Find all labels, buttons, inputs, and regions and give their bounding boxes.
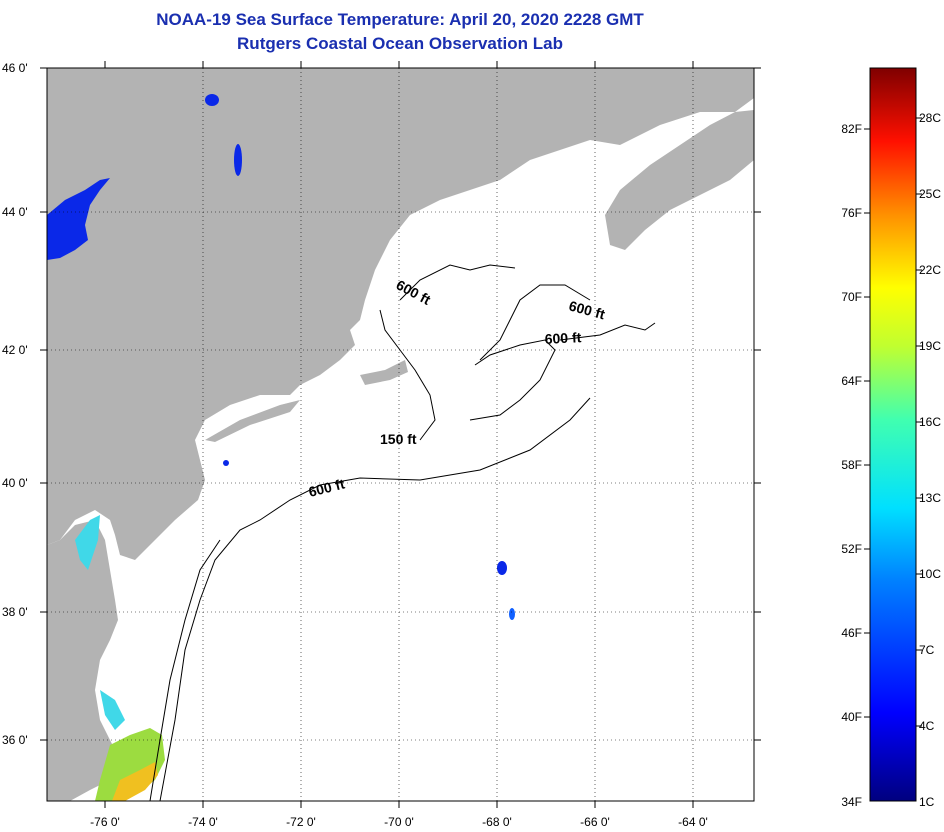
colorbar-c-label: 4C — [919, 719, 935, 733]
colorbar-c-label: 19C — [919, 339, 941, 353]
lat-label: 46 0' — [2, 61, 28, 75]
colorbar-c-label: 22C — [919, 263, 941, 277]
lon-label: -64 0' — [678, 815, 708, 829]
land-northeast-us — [47, 68, 754, 560]
lat-label: 42 0' — [2, 343, 28, 357]
contour-label: 600 ft — [544, 329, 582, 347]
land-mid-atlantic — [47, 520, 120, 801]
colorbar-f-label: 46F — [841, 626, 862, 640]
colorbar-c-label: 10C — [919, 567, 941, 581]
colorbar-c-label: 16C — [919, 415, 941, 429]
lat-label: 38 0' — [2, 605, 28, 619]
colorbar-c-label: 7C — [919, 643, 935, 657]
lake-ontario — [47, 178, 110, 260]
colorbar-f-label: 34F — [841, 795, 862, 809]
lon-label: -66 0' — [580, 815, 610, 829]
lon-label: -74 0' — [188, 815, 218, 829]
colorbar-f-label: 76F — [841, 206, 862, 220]
cold-eddy — [497, 561, 507, 575]
lon-label: -72 0' — [286, 815, 316, 829]
lon-label: -68 0' — [482, 815, 512, 829]
land-cape-cod — [360, 360, 408, 385]
contour-label: 150 ft — [380, 431, 417, 447]
colorbar-f-label: 58F — [841, 458, 862, 472]
colorbar-f-label: 52F — [841, 542, 862, 556]
map-subtitle: Rutgers Coastal Ocean Observation Lab — [237, 34, 563, 53]
colorbar-ticks — [864, 117, 922, 727]
land-nova-scotia — [605, 110, 754, 250]
colorbar-c-label: 1C — [919, 795, 935, 809]
colorbar-f-label: 64F — [841, 374, 862, 388]
colorbar-c-label: 28C — [919, 111, 941, 125]
lat-label: 40 0' — [2, 476, 28, 490]
colorbar-f-label: 40F — [841, 710, 862, 724]
colorbar-c-label: 25C — [919, 187, 941, 201]
colorbar-c-label: 13C — [919, 491, 941, 505]
land-long-island — [205, 400, 300, 442]
colorbar-f-label: 70F — [841, 290, 862, 304]
temperature-colorbar — [869, 67, 917, 802]
lat-label: 36 0' — [2, 733, 28, 747]
lat-label: 44 0' — [2, 205, 28, 219]
lon-label: -76 0' — [90, 815, 120, 829]
map-ticks — [40, 61, 761, 808]
lon-label: -70 0' — [384, 815, 414, 829]
map-frame — [46, 67, 755, 802]
map-title: NOAA-19 Sea Surface Temperature: April 2… — [156, 10, 644, 29]
colorbar-f-label: 82F — [841, 122, 862, 136]
